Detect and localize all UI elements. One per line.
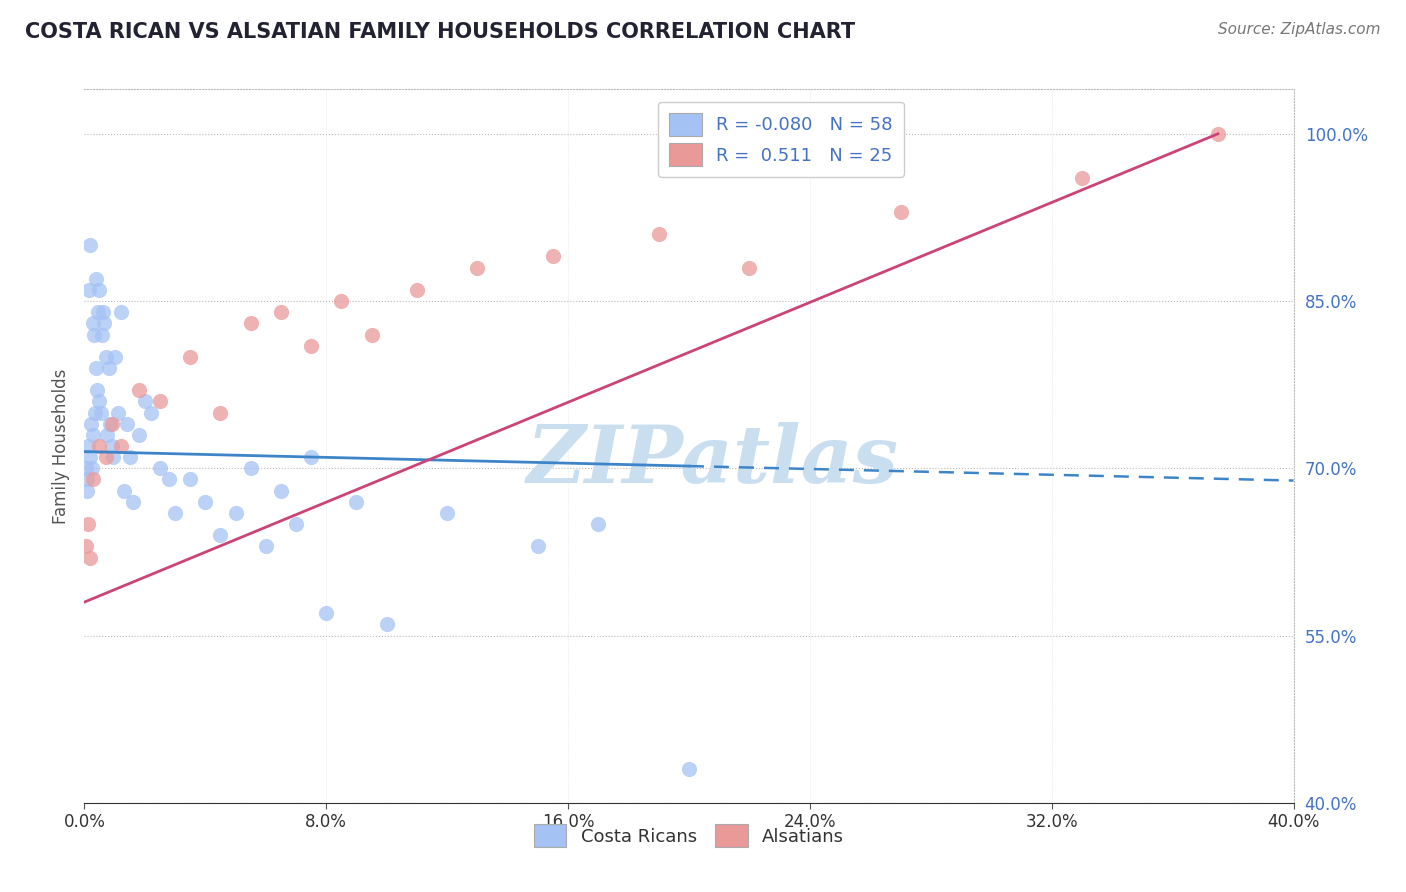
Point [77, 283, 100, 297]
Point [149, 394, 172, 409]
Point [94, 350, 117, 364]
Point [80, 461, 103, 475]
Point [467, 260, 489, 275]
Point [75, 539, 97, 553]
Point [128, 384, 150, 398]
Point [90, 405, 112, 420]
Point [87, 394, 110, 409]
Point [100, 417, 122, 431]
Point [157, 473, 180, 487]
Point [128, 427, 150, 442]
Point [112, 483, 135, 498]
Point [107, 405, 129, 420]
Point [179, 473, 201, 487]
Point [139, 405, 162, 420]
Point [98, 417, 121, 431]
Point [648, 227, 671, 241]
Point [360, 327, 382, 342]
Point [436, 506, 458, 520]
Point [89, 283, 111, 297]
Text: COSTA RICAN VS ALSATIAN FAMILY HOUSEHOLDS CORRELATION CHART: COSTA RICAN VS ALSATIAN FAMILY HOUSEHOLD… [25, 22, 855, 42]
Point [87, 305, 110, 319]
Point [80, 417, 103, 431]
Point [890, 204, 912, 219]
Point [79, 450, 101, 464]
Point [406, 283, 429, 297]
Point [121, 494, 143, 508]
Point [738, 260, 761, 275]
Text: Source: ZipAtlas.com: Source: ZipAtlas.com [1218, 22, 1381, 37]
Point [77, 517, 100, 532]
Point [1071, 171, 1094, 186]
Point [96, 427, 118, 442]
Point [165, 506, 187, 520]
Point [75, 461, 97, 475]
Point [100, 439, 122, 453]
Point [84, 361, 107, 376]
Point [76, 483, 98, 498]
Point [79, 550, 101, 565]
Point [83, 327, 105, 342]
Point [179, 350, 201, 364]
Point [270, 483, 292, 498]
Point [254, 539, 277, 553]
Point [134, 394, 156, 409]
Text: ZIPatlas: ZIPatlas [527, 422, 900, 499]
Point [375, 617, 398, 632]
Point [270, 305, 292, 319]
Point [110, 305, 132, 319]
Point [239, 316, 262, 330]
Legend: Costa Ricans, Alsatians: Costa Ricans, Alsatians [527, 817, 851, 855]
Point [115, 417, 138, 431]
Point [94, 450, 117, 464]
Point [118, 450, 141, 464]
Point [86, 271, 108, 285]
Point [91, 305, 114, 319]
Y-axis label: Family Households: Family Households [52, 368, 70, 524]
Point [97, 361, 120, 376]
Point [104, 350, 127, 364]
Point [239, 461, 262, 475]
Point [225, 506, 247, 520]
Point [93, 316, 115, 330]
Point [285, 517, 308, 532]
Point [209, 405, 232, 420]
Point [194, 494, 217, 508]
Point [588, 517, 610, 532]
Point [149, 461, 172, 475]
Point [84, 405, 107, 420]
Point [76, 473, 98, 487]
Point [541, 250, 564, 264]
Point [1206, 127, 1229, 141]
Point [86, 384, 108, 398]
Point [346, 494, 368, 508]
Point [89, 439, 111, 453]
Point [77, 439, 100, 453]
Point [299, 450, 322, 464]
Point [91, 327, 114, 342]
Point [678, 762, 700, 776]
Point [110, 439, 132, 453]
Point [330, 293, 353, 308]
Point [209, 528, 232, 542]
Point [315, 607, 337, 621]
Point [82, 473, 104, 487]
Point [82, 316, 104, 330]
Point [79, 238, 101, 252]
Point [101, 450, 124, 464]
Point [299, 338, 322, 352]
Point [527, 539, 550, 553]
Point [82, 427, 104, 442]
